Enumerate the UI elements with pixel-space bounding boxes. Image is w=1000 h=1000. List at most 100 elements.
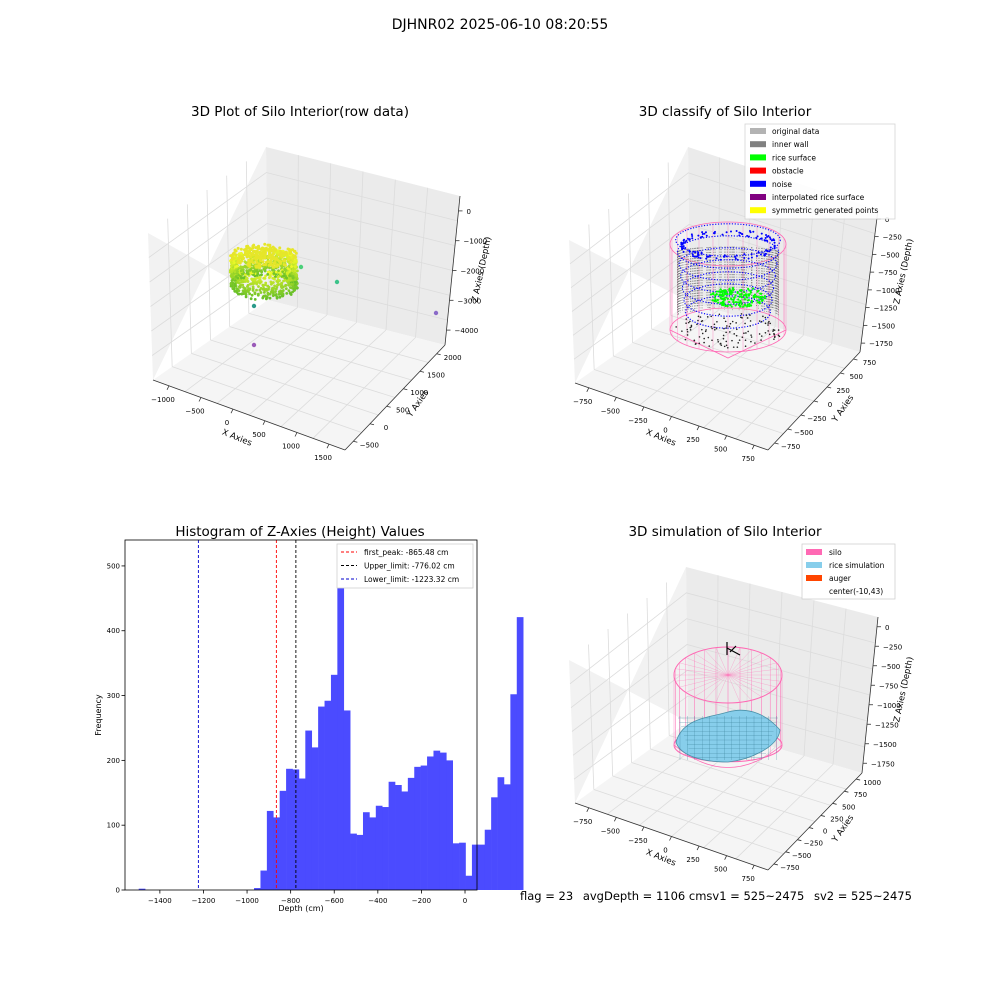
raw-point xyxy=(293,278,297,282)
original-data-point xyxy=(728,325,731,328)
z-tick-label: −500 xyxy=(881,663,900,671)
histogram-bar xyxy=(254,888,261,890)
x-tick xyxy=(166,385,170,391)
original-data-point xyxy=(700,320,703,323)
rice-surface-point xyxy=(712,292,715,295)
raw-point xyxy=(247,254,251,258)
raw-point xyxy=(276,263,280,267)
raw-point xyxy=(293,265,297,269)
hist-x-tick-label: −200 xyxy=(412,897,431,905)
noise-point xyxy=(752,230,755,233)
z-tick-label: −750 xyxy=(879,682,898,690)
rice-surface-point xyxy=(721,295,724,298)
raw-point xyxy=(261,283,265,287)
raw-point xyxy=(237,281,241,285)
z-tick-label: −1500 xyxy=(873,741,897,749)
silo-roof-wire xyxy=(704,649,729,676)
raw-point xyxy=(244,261,248,265)
rice-surface-point xyxy=(716,298,719,302)
histogram-bar xyxy=(516,617,524,890)
z-tick-label: −750 xyxy=(878,269,897,277)
histogram-bar xyxy=(286,768,293,890)
raw-point xyxy=(269,282,273,286)
z-tick-label: 0 xyxy=(467,208,471,216)
noise-point xyxy=(688,238,691,241)
auger-arm xyxy=(729,645,737,653)
histogram-bar xyxy=(414,766,421,890)
original-data-point xyxy=(749,320,752,322)
x-tick xyxy=(669,416,672,421)
original-data-point xyxy=(769,322,772,325)
histogram-bar xyxy=(260,870,268,890)
raw-point xyxy=(261,260,265,264)
raw-point xyxy=(273,277,276,281)
rice-surface-point xyxy=(725,304,728,307)
original-data-point xyxy=(686,330,689,333)
raw-point xyxy=(287,289,291,292)
silo-roof-wire xyxy=(727,674,741,703)
y-tick xyxy=(820,815,825,817)
raw-point xyxy=(251,285,255,289)
original-data-point xyxy=(685,322,687,324)
y-tick-label: −500 xyxy=(794,429,813,437)
noise-point xyxy=(723,254,726,257)
original-data-point xyxy=(772,329,775,331)
x-tick xyxy=(230,408,234,414)
y-tick-label: 750 xyxy=(854,791,867,799)
rice-surface-point xyxy=(721,289,724,293)
rice-surface-point xyxy=(758,302,761,305)
z-tick-label: 0 xyxy=(885,216,889,224)
x-tick-label: 500 xyxy=(714,866,727,874)
raw-point xyxy=(249,259,253,263)
original-data-point xyxy=(697,319,699,322)
noise-point xyxy=(746,234,749,237)
classify-legend-label: rice surface xyxy=(772,153,816,162)
raw-point xyxy=(239,247,243,251)
classify-legend-label: interpolated rice surface xyxy=(772,193,865,202)
noise-point xyxy=(682,242,685,245)
original-data-point xyxy=(777,334,780,336)
noise-point xyxy=(691,235,694,238)
original-data-point xyxy=(689,326,692,329)
original-data-point xyxy=(707,336,710,339)
histogram-bar xyxy=(318,706,325,890)
raw-point xyxy=(288,270,291,273)
rice-surface-point xyxy=(743,303,747,306)
original-data-point xyxy=(749,314,751,316)
raw-point xyxy=(282,274,285,278)
rice-surface-point xyxy=(743,290,746,294)
raw-point xyxy=(291,257,295,261)
y-tick xyxy=(785,851,790,854)
noise-point xyxy=(683,238,686,241)
original-data-point xyxy=(767,322,769,324)
original-data-point xyxy=(733,333,736,335)
histogram-bar xyxy=(305,730,313,890)
raw-point xyxy=(276,278,280,282)
y-tick xyxy=(840,372,845,375)
classify-legend-label: symmetric generated points xyxy=(772,206,878,215)
histogram-bar xyxy=(491,797,498,890)
histogram-bar xyxy=(503,784,511,890)
silo-roof-wire xyxy=(727,674,752,701)
histogram-bar xyxy=(138,888,146,890)
raw-point xyxy=(246,285,249,288)
original-data-point xyxy=(736,346,739,348)
raw-point xyxy=(235,290,238,293)
original-data-point xyxy=(745,314,748,317)
raw-point xyxy=(251,270,255,273)
raw-point xyxy=(288,274,292,278)
silo-roof-wire xyxy=(727,652,762,676)
y-tick-label: −750 xyxy=(780,864,799,872)
original-data-point xyxy=(698,342,701,345)
rice-surface-point xyxy=(713,296,716,299)
noise-point xyxy=(738,234,741,237)
raw-point xyxy=(286,258,290,262)
raw-point xyxy=(258,257,262,261)
histogram-bar xyxy=(350,833,357,890)
raw-point xyxy=(266,272,270,276)
original-data-point xyxy=(746,317,749,319)
simulation-legend-label: rice simulation xyxy=(829,561,885,570)
raw-point xyxy=(240,292,244,296)
noise-point xyxy=(756,235,759,238)
original-data-point xyxy=(768,333,771,336)
